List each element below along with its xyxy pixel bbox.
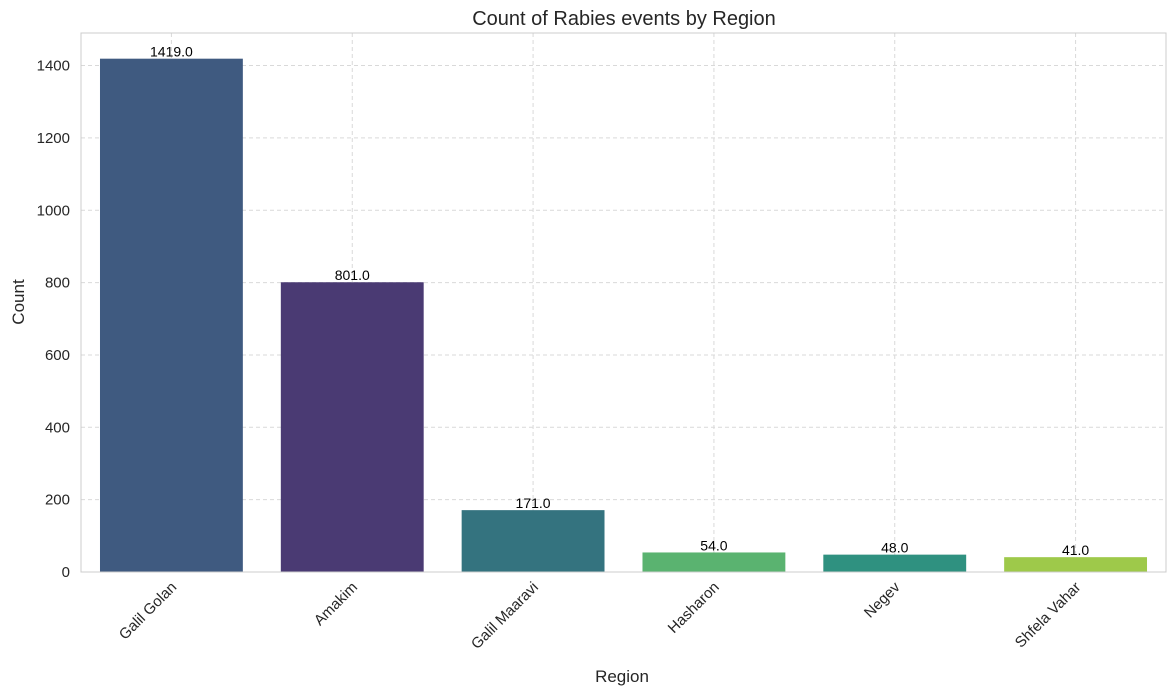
- bar-value-label: 801.0: [335, 267, 370, 283]
- bar-hasharon: [642, 552, 786, 572]
- bar-value-label: 171.0: [516, 495, 551, 511]
- y-axis-label: Count: [9, 279, 28, 325]
- bar-value-label: 1419.0: [150, 44, 193, 60]
- y-tick-label: 1200: [37, 130, 70, 147]
- bars: [99, 58, 1148, 572]
- bar-shfela-vahar: [1004, 557, 1148, 572]
- x-tick-label: Galil Maaravi: [468, 579, 542, 653]
- y-axis-ticks: 0 200 400 600 800 1000 1200 1400: [37, 58, 70, 581]
- data-labels: 1419.0 801.0 171.0 54.0 48.0 41.0: [150, 44, 1089, 558]
- x-tick-label: Shfela Vahar: [1012, 579, 1085, 652]
- y-tick-label: 0: [62, 564, 70, 581]
- bar-negev: [823, 554, 967, 572]
- y-tick-label: 1000: [37, 202, 70, 219]
- x-tick-label: Galil Golan: [116, 579, 180, 643]
- y-tick-label: 400: [45, 419, 70, 436]
- bar-value-label: 54.0: [700, 537, 727, 553]
- chart-title: Count of Rabies events by Region: [472, 8, 776, 30]
- gridlines: [81, 33, 1166, 573]
- y-tick-label: 1400: [37, 58, 70, 75]
- bar-value-label: 48.0: [881, 540, 908, 556]
- bar-galil-golan: [99, 58, 243, 572]
- bar-galil-maaravi: [461, 510, 605, 572]
- y-tick-label: 200: [45, 492, 70, 509]
- x-axis-label: Region: [595, 667, 649, 686]
- y-tick-label: 800: [45, 275, 70, 292]
- x-tick-label: Negev: [861, 578, 904, 621]
- x-tick-label: Amakim: [311, 579, 361, 629]
- bar-amakim: [280, 282, 424, 572]
- x-tick-label: Hasharon: [665, 579, 723, 637]
- plot-frame: [80, 32, 1167, 573]
- bar-value-label: 41.0: [1062, 542, 1089, 558]
- x-axis-ticks: Galil Golan Amakim Galil Maaravi Hasharon Ne…: [116, 578, 1085, 652]
- y-tick-label: 600: [45, 347, 70, 364]
